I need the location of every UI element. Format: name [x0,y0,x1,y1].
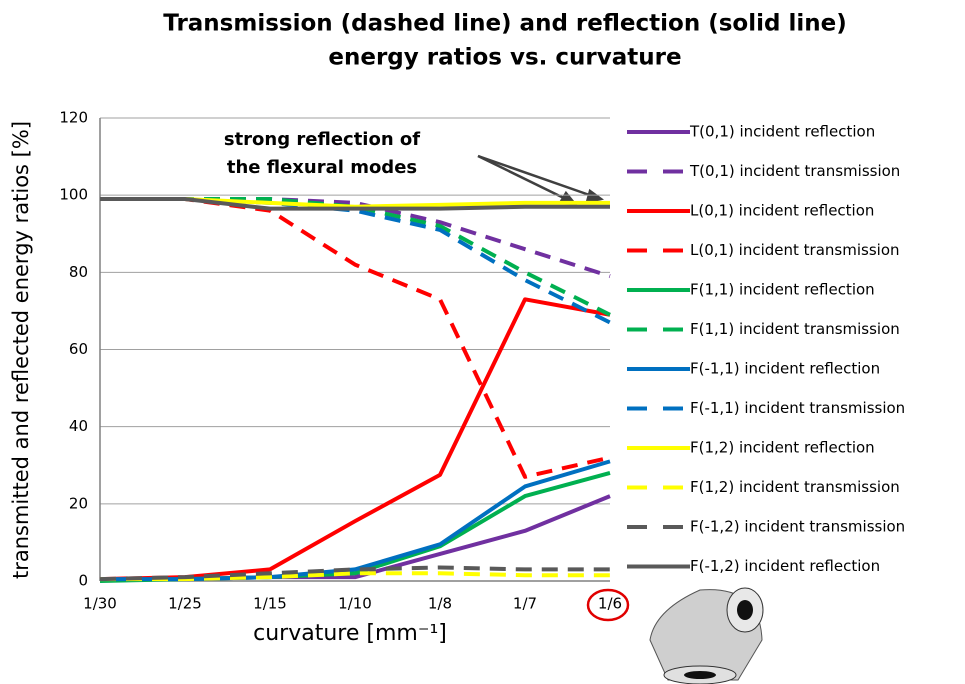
x-tick-label: 1/25 [168,595,202,613]
legend-label: L(0,1) incident reflection [690,202,874,220]
series-line [100,494,611,582]
y-axis-label: transmitted and reflected energy ratios … [9,121,33,579]
legend-label: L(0,1) incident transmission [690,241,900,259]
y-tick-label: 60 [69,340,88,358]
annotation: the flexural modes [227,157,417,178]
x-tick-label: 1/6 [598,595,622,613]
x-tick-label: 1/10 [338,595,372,613]
legend-label: F(1,2) incident transmission [690,478,900,496]
y-tick-label: 40 [69,417,88,435]
x-axis-label: curvature [mm⁻¹] [253,621,447,646]
x-tick-label: 1/30 [83,595,117,613]
series-line [99,297,611,582]
y-tick-label: 80 [69,263,88,281]
series-line [100,197,611,325]
x-tick-label: 1/8 [428,595,452,613]
series-line [100,197,610,211]
legend-label: F(1,1) incident transmission [690,320,900,338]
y-tick-label: 100 [59,186,88,204]
legend-label: F(1,2) incident reflection [690,439,875,457]
x-tick-label: 1/15 [253,595,287,613]
legend-label: F(-1,2) incident transmission [690,518,905,536]
legend-label: T(0,1) incident transmission [689,162,900,180]
annotation-arrows [477,154,604,206]
series-line [99,565,610,582]
legend-label: F(-1,2) incident reflection [690,557,880,575]
series-line [100,197,611,479]
y-tick-label: 0 [78,572,88,590]
y-tick-label: 120 [59,109,88,127]
legend-label: F(-1,1) incident reflection [690,360,880,378]
chart-title: energy ratios vs. curvature [328,45,681,71]
chart-title: Transmission (dashed line) and reflectio… [163,11,846,37]
legend-label: F(1,1) incident reflection [690,281,875,299]
pipe-icon [649,587,764,684]
annotation: strong reflection of [224,129,420,150]
highlight-circle [586,588,630,622]
x-tick-label: 1/7 [513,595,537,613]
y-tick-label: 20 [69,494,88,512]
legend-label: F(-1,1) incident transmission [690,399,905,417]
series-line [100,197,611,317]
legend-label: T(0,1) incident reflection [689,123,875,141]
